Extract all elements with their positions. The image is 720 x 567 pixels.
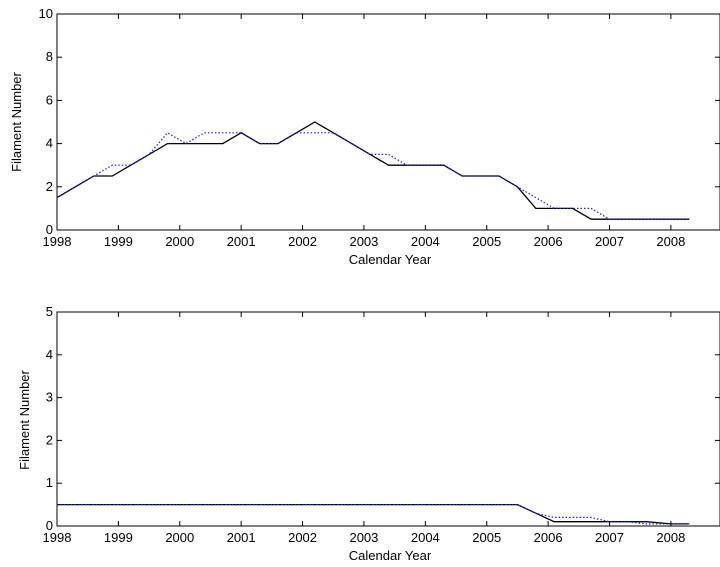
x-tick-label: 1998 bbox=[43, 530, 72, 545]
x-tick-label: 2004 bbox=[411, 530, 440, 545]
plot-frame-top bbox=[56, 13, 720, 231]
plot-frame-bottom bbox=[56, 311, 720, 527]
x-tick-label: 2000 bbox=[165, 530, 194, 545]
x-tick-label: 2008 bbox=[656, 530, 685, 545]
x-tick-label: 2001 bbox=[227, 234, 256, 249]
y-tick-label: 1 bbox=[46, 475, 53, 490]
y-tick-label: 8 bbox=[46, 49, 53, 64]
y-tick-label: 6 bbox=[46, 92, 53, 107]
x-tick-label: 2003 bbox=[349, 234, 378, 249]
y-tick-label: 0 bbox=[46, 222, 53, 237]
y-tick-label: 5 bbox=[46, 304, 53, 319]
x-ticks-top: 1998 1999 2000 2001 2002 2003 2004 2005 2006 2007… bbox=[43, 14, 685, 249]
x-tick-label: 2000 bbox=[165, 234, 194, 249]
y-tick-label: 4 bbox=[46, 136, 53, 151]
y-tick-label: 3 bbox=[46, 390, 53, 405]
chart-marks-top bbox=[56, 121, 690, 220]
y-axis-label-top: Filament Number bbox=[9, 71, 24, 171]
y-tick-label: 0 bbox=[46, 518, 53, 533]
x-tick-label: 2005 bbox=[472, 530, 501, 545]
series-line-2 bbox=[57, 504, 690, 525]
x-tick-label: 2004 bbox=[411, 234, 440, 249]
x-axis-label-bottom: Calendar Year bbox=[349, 548, 432, 563]
x-tick-label: 2001 bbox=[227, 530, 256, 545]
panel-top: 0 2 4 6 8 10 1998 1999 2000 2001 2002 2003 2004 2005… bbox=[9, 6, 720, 267]
x-tick-label: 2006 bbox=[534, 530, 563, 545]
y-tick-label: 2 bbox=[46, 432, 53, 447]
x-tick-label: 2003 bbox=[349, 530, 378, 545]
y-tick-label: 4 bbox=[46, 347, 53, 362]
panel-bottom: 0 1 2 3 4 5 1998 1999 2000 2001 2002 2003 2004 2005 2… bbox=[17, 304, 720, 563]
chart-marks-bottom bbox=[57, 503, 690, 525]
x-axis-label-top: Calendar Year bbox=[349, 252, 432, 267]
x-tick-label: 1999 bbox=[104, 530, 133, 545]
y-tick-label: 2 bbox=[46, 179, 53, 194]
x-tick-label: 2002 bbox=[288, 530, 317, 545]
x-tick-label: 2007 bbox=[595, 234, 624, 249]
x-tick-label: 2008 bbox=[656, 234, 685, 249]
y-ticks-top: 0 2 4 6 8 10 bbox=[39, 6, 720, 237]
x-tick-label: 2007 bbox=[595, 530, 624, 545]
series-line-1 bbox=[57, 503, 690, 525]
x-tick-label: 1998 bbox=[43, 234, 72, 249]
series-line-2 bbox=[56, 132, 690, 220]
series-line-1 bbox=[56, 121, 690, 220]
x-tick-label: 2006 bbox=[534, 234, 563, 249]
x-tick-label: 1999 bbox=[104, 234, 133, 249]
x-ticks-bottom: 1998 1999 2000 2001 2002 2003 2004 2005 2006 2007… bbox=[43, 312, 685, 545]
y-tick-label: 10 bbox=[39, 6, 53, 21]
x-tick-label: 2002 bbox=[288, 234, 317, 249]
y-ticks-bottom: 0 1 2 3 4 5 bbox=[46, 304, 720, 533]
x-tick-label: 2005 bbox=[472, 234, 501, 249]
y-axis-label-bottom: Filament Number bbox=[17, 369, 32, 469]
